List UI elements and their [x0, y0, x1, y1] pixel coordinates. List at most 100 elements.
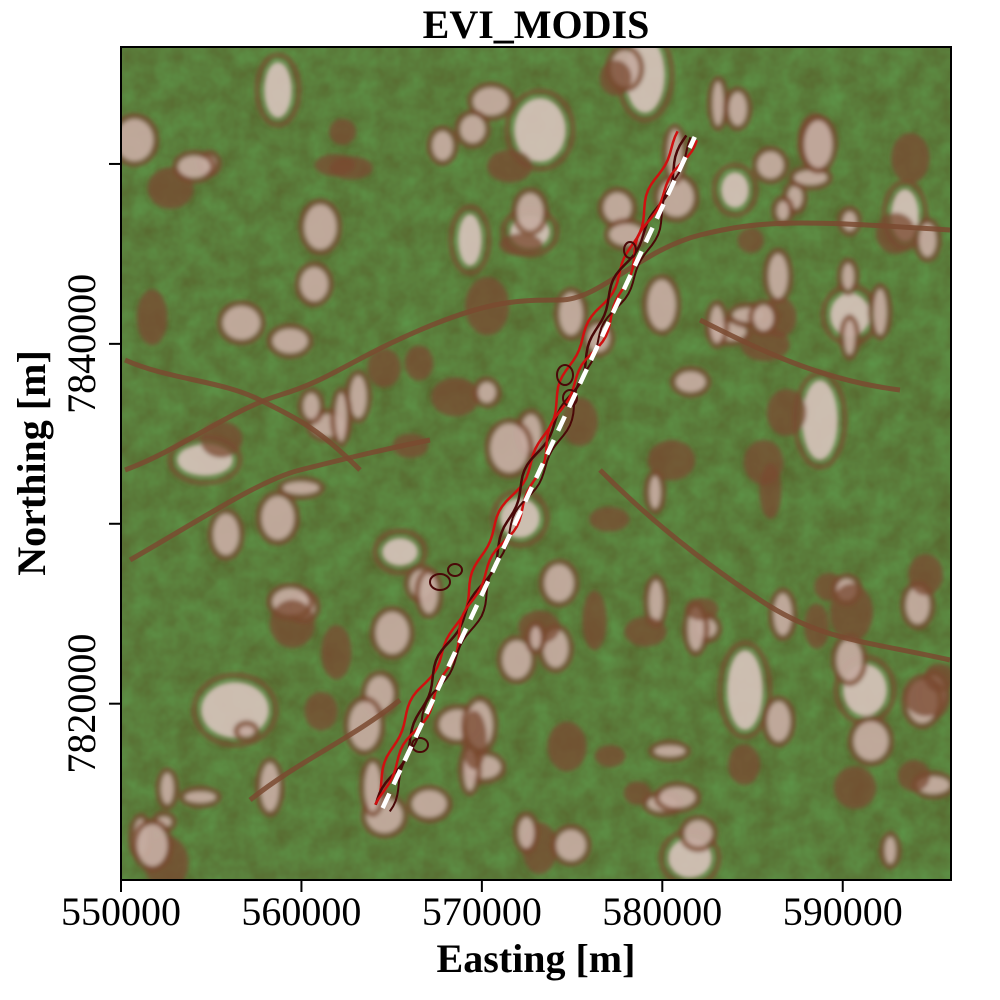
bare-patch	[517, 193, 544, 231]
bare-patch	[335, 393, 347, 442]
soil-patch	[647, 439, 696, 481]
bare-patch	[767, 701, 791, 742]
contour-loop	[556, 364, 574, 386]
soil-patch	[461, 710, 487, 770]
bare-patch	[458, 214, 482, 266]
soil-patch	[594, 744, 626, 768]
patch-rim	[372, 528, 428, 576]
bare-patch	[906, 586, 930, 624]
contour-inner	[374, 134, 688, 806]
bare-patch	[675, 371, 706, 392]
bare-patch	[658, 178, 694, 217]
bare-patch	[649, 580, 663, 623]
soil-patch	[269, 599, 315, 648]
bare-patch	[490, 423, 529, 473]
map-raster	[121, 47, 951, 880]
x-tick-label: 560000	[241, 889, 361, 934]
bare-patch	[412, 790, 447, 818]
bare-patch	[350, 375, 367, 418]
y-tick-label: 7820000	[59, 634, 104, 774]
contour-outer	[374, 130, 679, 806]
transect-line	[380, 136, 697, 809]
bare-patch	[300, 267, 329, 302]
bare-patch	[794, 170, 828, 185]
bare-patch	[518, 817, 535, 849]
bare-patch	[303, 393, 320, 420]
patch-rim	[717, 640, 773, 740]
bare-patch	[603, 192, 632, 223]
bare-patch	[121, 118, 154, 162]
soil-patch	[740, 327, 790, 362]
drainage-channel	[248, 698, 402, 802]
soil-patch	[829, 583, 874, 642]
bare-patch	[654, 745, 686, 757]
bare-patch	[777, 201, 789, 221]
soil-patch	[891, 132, 930, 184]
bare-patch	[283, 481, 320, 495]
bare-patch	[473, 87, 509, 116]
soil-patch	[728, 743, 761, 786]
bare-patch	[514, 98, 566, 162]
bare-patch	[304, 204, 337, 250]
x-tick-label: 580000	[602, 889, 722, 934]
soil-patch	[897, 760, 931, 792]
bare-patch	[184, 791, 216, 803]
soil-patch	[623, 781, 651, 806]
soil-patch	[737, 227, 764, 254]
bare-patch	[530, 626, 541, 650]
plot-frame	[120, 46, 952, 881]
bare-patch	[272, 328, 308, 354]
x-axis-ticks: 550000 560000 570000 580000 590000	[61, 880, 903, 934]
bare-patch	[161, 773, 174, 805]
bare-patch	[919, 223, 937, 257]
bare-patch	[884, 836, 896, 864]
bare-patch	[239, 726, 254, 737]
bare-patch	[375, 612, 409, 654]
bare-patch	[768, 253, 788, 299]
bare-patch	[659, 787, 696, 808]
soil-patch	[329, 156, 373, 180]
bare-patch	[364, 762, 381, 812]
bare-patch	[502, 640, 532, 679]
drainage-channel	[598, 468, 951, 663]
x-tick-label: 570000	[422, 889, 542, 934]
bare-patch	[137, 824, 168, 867]
soil-patch	[561, 397, 598, 447]
bare-patch	[802, 380, 838, 460]
x-tick-label: 550000	[61, 889, 181, 934]
bare-patch	[647, 279, 676, 330]
bare-patch	[757, 151, 784, 179]
bare-patch	[842, 211, 857, 231]
bare-patch	[684, 820, 713, 847]
soil-patch	[908, 553, 944, 596]
bare-patch	[556, 829, 586, 861]
bare-patch	[710, 305, 724, 343]
x-axis-label: Easting [m]	[437, 936, 636, 981]
bare-patch	[836, 639, 862, 681]
soil-patch	[329, 118, 357, 145]
bare-patch	[544, 564, 574, 602]
y-tick-label: 7840000	[59, 274, 104, 414]
bare-patch	[460, 115, 485, 143]
soil-patch	[759, 463, 782, 519]
soil-patch	[431, 377, 480, 417]
bare-patch	[873, 289, 887, 335]
bare-patch	[264, 62, 292, 118]
drainage-channel	[698, 317, 901, 393]
drainage-channel	[128, 437, 431, 563]
bare-patch	[432, 131, 453, 161]
soil-patch	[589, 506, 630, 532]
bare-patch	[853, 721, 889, 761]
bare-patch	[728, 92, 747, 126]
bare-patch	[649, 475, 661, 509]
contour-loop	[429, 573, 451, 591]
soil-patch	[499, 233, 543, 256]
soil-patch	[833, 766, 877, 809]
bare-patch	[753, 305, 774, 331]
soil-patch	[304, 691, 338, 731]
y-axis-ticks: 7820000 7840000	[59, 162, 121, 774]
soil-patch	[136, 289, 168, 346]
contour-loop	[447, 563, 463, 577]
x-tick-label: 590000	[783, 889, 903, 934]
